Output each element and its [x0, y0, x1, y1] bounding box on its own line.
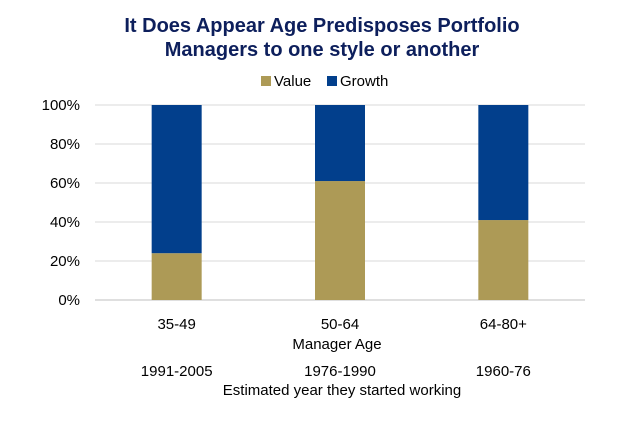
bars — [151, 105, 529, 300]
x-tick-label: 50-64 — [321, 316, 359, 333]
y-tick-label: 60% — [50, 175, 80, 192]
legend-swatch-value — [261, 76, 271, 86]
bar-growth-50-64 — [315, 105, 365, 182]
x-tick-label: 35-49 — [157, 316, 195, 333]
bar-growth-64-80+ — [478, 105, 529, 221]
bar-value-35-49 — [151, 253, 202, 300]
legend-label-growth: Growth — [340, 73, 388, 90]
x-tick-label: 64-80+ — [480, 316, 527, 333]
y-tick-label: 0% — [58, 292, 80, 309]
legend-swatch-growth — [327, 76, 337, 86]
y-tick-label: 20% — [50, 253, 80, 270]
bar-value-50-64 — [315, 181, 365, 300]
x-axis-label-secondary: Estimated year they started working — [223, 382, 461, 399]
legend-label-value: Value — [274, 73, 311, 90]
chart-title-line-2: Managers to one style or another — [165, 39, 480, 61]
x-axis-ticks: 35-49 1991-2005 50-64 1976-1990 64-80+ 1960-7… — [141, 316, 531, 380]
x-secondary-tick-label: 1991-2005 — [141, 363, 213, 380]
bar-growth-35-49 — [151, 105, 202, 254]
y-tick-label: 100% — [42, 97, 80, 114]
y-tick-label: 80% — [50, 136, 80, 153]
x-secondary-tick-label: 1960-76 — [476, 363, 531, 380]
x-axis-label: Manager Age — [292, 336, 381, 353]
bar-value-64-80+ — [478, 220, 529, 300]
y-tick-label: 40% — [50, 214, 80, 231]
chart-title-line-1: It Does Appear Age Predisposes Portfolio — [124, 15, 519, 37]
x-secondary-tick-label: 1976-1990 — [304, 363, 376, 380]
legend: Value Growth — [261, 73, 388, 90]
y-axis-ticks: 0% 20% 40% 60% 80% 100% — [42, 97, 80, 309]
